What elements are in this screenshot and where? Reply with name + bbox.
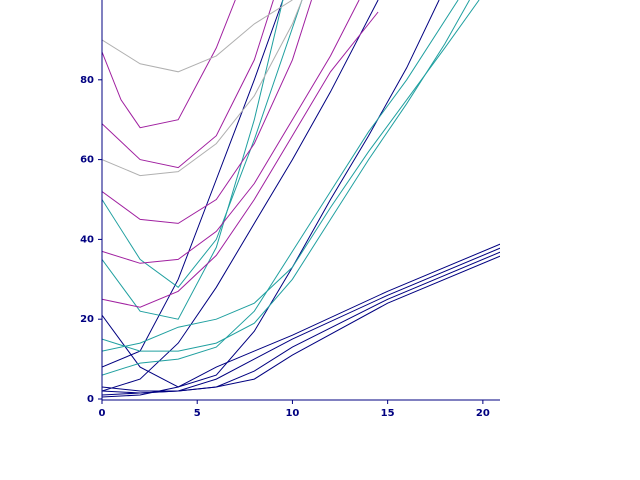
curve xyxy=(102,11,379,308)
y-tick-label: 60 xyxy=(80,155,94,166)
curve xyxy=(102,0,274,169)
curve xyxy=(102,0,470,352)
x-tick-label: 20 xyxy=(476,408,490,419)
curve xyxy=(102,0,284,320)
curve xyxy=(102,0,312,224)
y-tick-label: 0 xyxy=(87,394,94,405)
x-tick-label: 15 xyxy=(381,408,395,419)
curve xyxy=(102,0,236,129)
curve xyxy=(102,0,440,388)
curve xyxy=(102,0,480,352)
x-tick-label: 5 xyxy=(194,408,201,419)
curve xyxy=(102,0,459,376)
y-tick-label: 20 xyxy=(80,314,94,325)
curve xyxy=(102,0,303,288)
curve xyxy=(102,243,500,398)
curve xyxy=(102,0,379,392)
plot-area xyxy=(102,0,500,398)
curve xyxy=(102,251,500,394)
curve xyxy=(102,0,293,73)
y-tick-label: 80 xyxy=(80,75,94,86)
curve xyxy=(102,0,360,264)
curve xyxy=(102,0,303,177)
y-tick-label: 40 xyxy=(80,234,94,245)
curve xyxy=(102,255,500,392)
curve xyxy=(102,0,284,368)
x-tick-label: 0 xyxy=(99,408,106,419)
x-tick-label: 10 xyxy=(285,408,299,419)
curve xyxy=(102,247,500,396)
